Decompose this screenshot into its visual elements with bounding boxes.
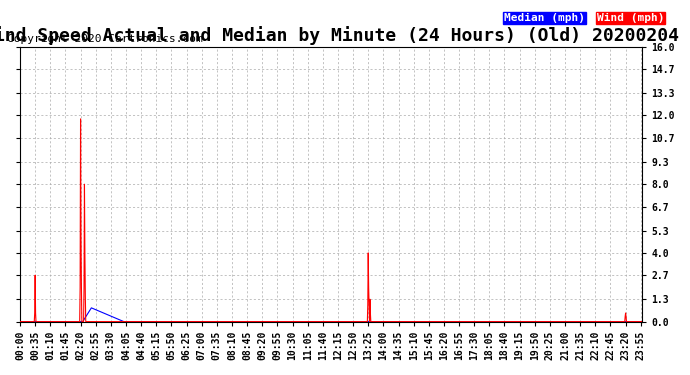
Text: Copyright 2020 Cartronics.com: Copyright 2020 Cartronics.com <box>7 34 203 44</box>
Text: Median (mph): Median (mph) <box>504 13 584 23</box>
Text: Wind (mph): Wind (mph) <box>597 13 664 23</box>
Title: Wind Speed Actual and Median by Minute (24 Hours) (Old) 20200204: Wind Speed Actual and Median by Minute (… <box>0 26 679 45</box>
